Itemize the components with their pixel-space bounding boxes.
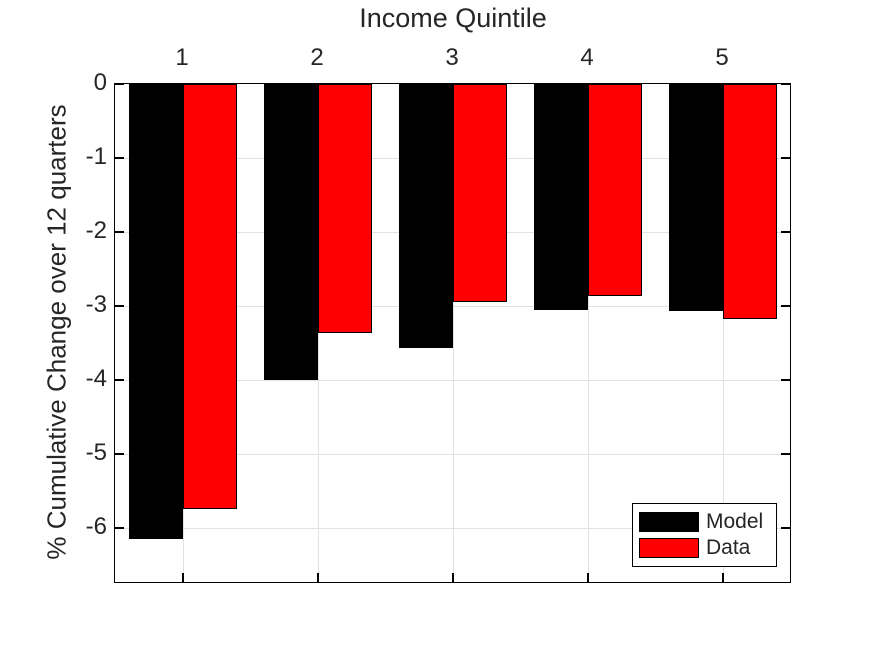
x-axis-tick-label: 3: [445, 44, 459, 71]
y-axis-tick-label: 0: [93, 69, 107, 96]
model-bar: [534, 84, 588, 310]
x-tick-mark-bottom: [452, 573, 454, 582]
y-tick-mark-right: [781, 305, 790, 307]
v-gridline: [318, 84, 319, 582]
x-tick-mark-bottom: [722, 573, 724, 582]
x-axis-tick-label: 5: [715, 44, 729, 71]
y-tick-mark-right: [781, 379, 790, 381]
plot-area: Model Data: [114, 83, 791, 583]
y-tick-mark-left: [115, 379, 124, 381]
model-bar: [399, 84, 453, 348]
legend: Model Data: [632, 503, 777, 567]
y-tick-mark-left: [115, 231, 124, 233]
model-bar: [669, 84, 723, 311]
y-tick-mark-left: [115, 83, 124, 85]
legend-swatch-model: [639, 511, 699, 532]
x-axis-tick-label: 1: [175, 44, 189, 71]
y-axis-tick-label: -3: [85, 291, 107, 318]
data-bar: [453, 84, 507, 302]
x-axis-tick-label: 2: [310, 44, 324, 71]
h-gridline: [115, 380, 790, 381]
y-axis-tick-label: -6: [85, 513, 107, 540]
model-bar: [129, 84, 183, 539]
y-tick-mark-right: [781, 453, 790, 455]
data-bar: [588, 84, 642, 296]
x-tick-mark-bottom: [182, 573, 184, 582]
y-tick-mark-right: [781, 231, 790, 233]
x-axis-tick-label: 4: [580, 44, 594, 71]
y-tick-mark-left: [115, 305, 124, 307]
y-axis-tick-label: -4: [85, 365, 107, 392]
y-axis-label: % Cumulative Change over 12 quarters: [41, 104, 72, 560]
y-axis-tick-label: -5: [85, 439, 107, 466]
v-gridline: [453, 84, 454, 582]
x-tick-mark-bottom: [317, 573, 319, 582]
legend-entry-data: Data: [639, 537, 770, 559]
data-bar: [318, 84, 372, 333]
y-axis-tick-label: -1: [85, 143, 107, 170]
y-tick-mark-left: [115, 527, 124, 529]
model-bar: [264, 84, 318, 380]
y-tick-mark-right: [781, 83, 790, 85]
y-tick-mark-right: [781, 157, 790, 159]
legend-label-data: Data: [706, 536, 751, 560]
y-tick-mark-left: [115, 157, 124, 159]
chart-title: Income Quintile: [359, 3, 547, 33]
y-tick-mark-right: [781, 527, 790, 529]
legend-swatch-data: [639, 538, 699, 559]
v-gridline: [588, 84, 589, 582]
y-axis-tick-label: -2: [85, 217, 107, 244]
legend-label-model: Model: [706, 509, 764, 533]
h-gridline: [115, 528, 790, 529]
v-gridline: [723, 84, 724, 582]
legend-entry-model: Model: [639, 509, 770, 533]
data-bar: [723, 84, 777, 319]
x-tick-mark-bottom: [587, 573, 589, 582]
data-bar: [183, 84, 237, 509]
y-tick-mark-left: [115, 453, 124, 455]
h-gridline: [115, 454, 790, 455]
